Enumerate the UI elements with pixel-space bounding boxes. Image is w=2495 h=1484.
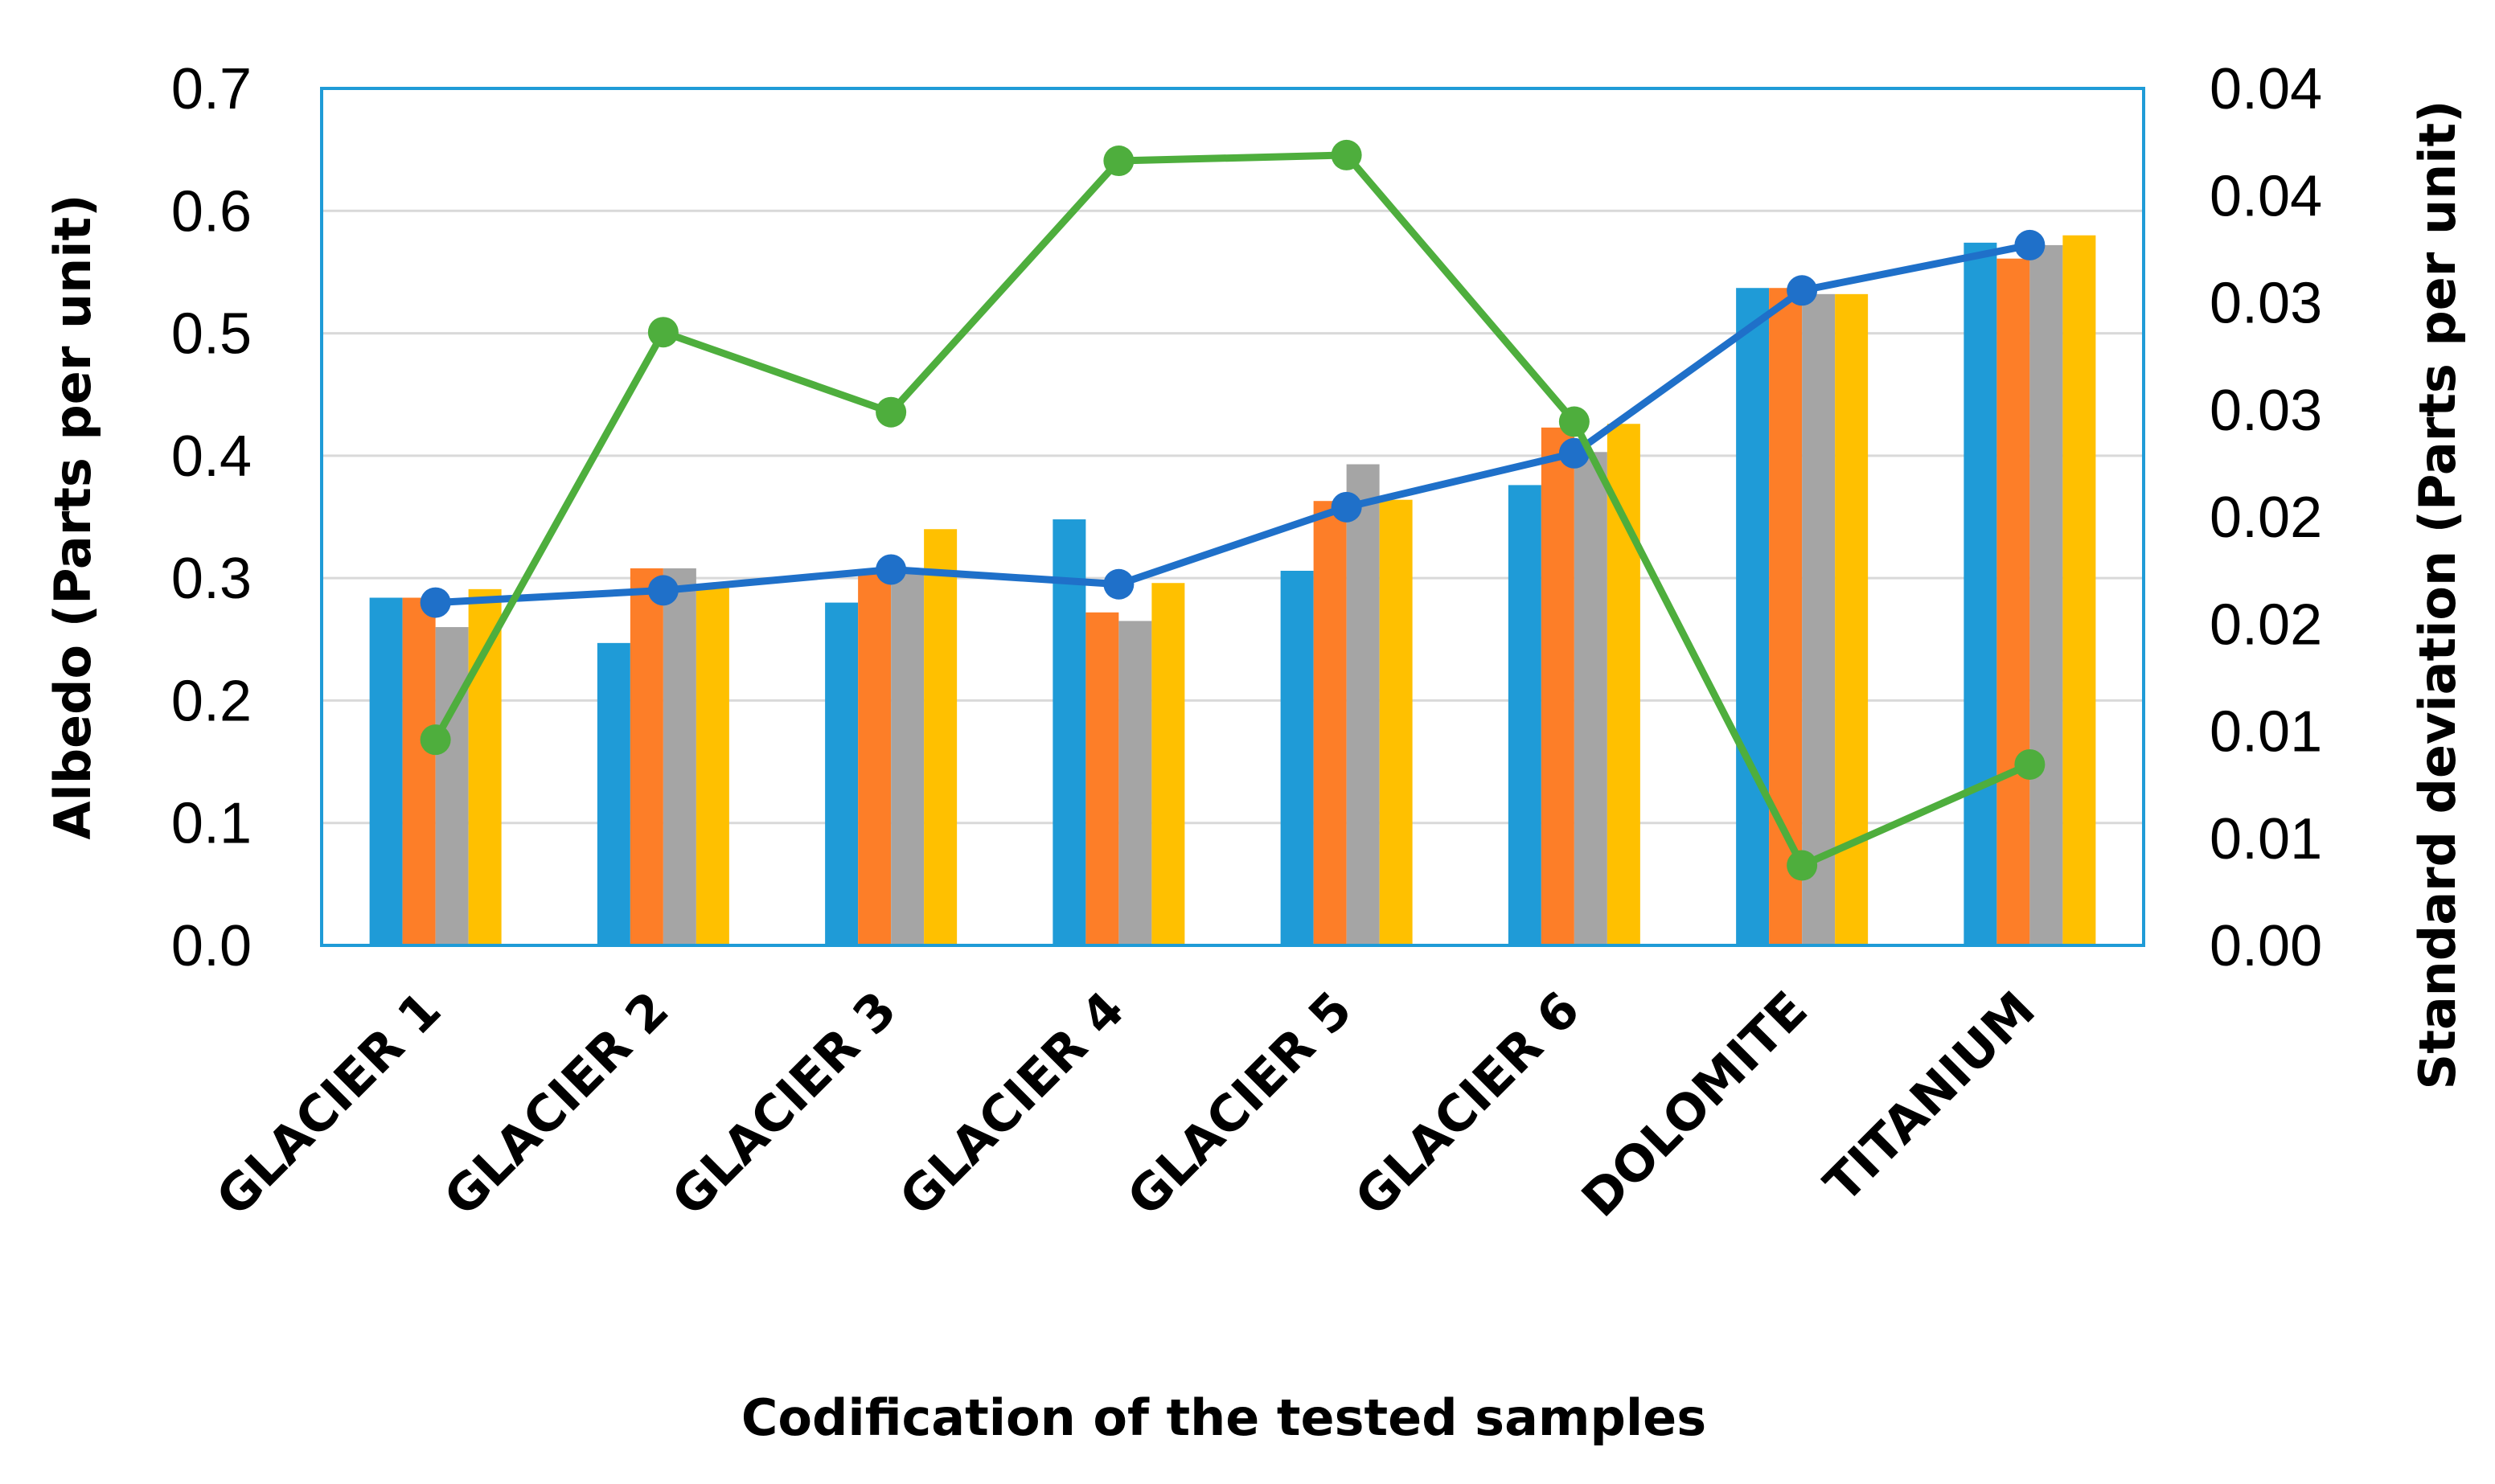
- bar-4: [1379, 499, 1413, 945]
- bar-3: [891, 569, 925, 945]
- category-label: TITANIUM: [1812, 980, 2046, 1213]
- category-label: GLACIER 2: [433, 980, 679, 1227]
- bar-4: [2062, 235, 2096, 945]
- left-axis-tick-label: 0.6: [171, 179, 252, 244]
- bar-3: [1574, 452, 1607, 945]
- bar-3: [2029, 244, 2063, 945]
- average-marker: [647, 575, 679, 606]
- x-axis-title: Codification of the tested samples: [741, 1388, 1706, 1447]
- left-axis-title: Albedo (Parts per unit): [43, 195, 102, 840]
- std-dev-marker: [1331, 139, 1362, 170]
- right-axis-tick-label: 0.02: [2210, 486, 2322, 550]
- bar-2: [1996, 258, 2030, 946]
- category-label: GLACIER 3: [660, 980, 907, 1227]
- bar-1: [825, 602, 859, 945]
- average-marker: [1558, 437, 1590, 469]
- line-series: [420, 139, 2046, 881]
- bar-4: [696, 588, 729, 945]
- average-marker: [876, 554, 907, 585]
- average-marker: [420, 587, 451, 618]
- left-axis-tick-label: 0.5: [171, 302, 252, 367]
- std-dev-marker: [2014, 748, 2046, 780]
- std-dev-marker: [1558, 406, 1590, 437]
- bar-2: [402, 597, 436, 945]
- bar-2: [858, 569, 892, 945]
- bar-3: [663, 568, 696, 945]
- right-axis-tick-label: 0.03: [2210, 379, 2322, 443]
- bar-3: [1802, 293, 1836, 946]
- std-dev-marker: [876, 396, 907, 428]
- average-line: [435, 241, 2031, 607]
- average-marker: [1787, 275, 1818, 306]
- bar-2: [1541, 427, 1574, 945]
- bar-1: [1508, 485, 1541, 945]
- bar-4: [1151, 583, 1185, 945]
- bar-1: [1280, 571, 1314, 945]
- std-dev-marker: [1787, 850, 1818, 881]
- category-label: DOLOMITE: [1570, 980, 1819, 1228]
- bar-3: [1346, 464, 1380, 945]
- average-marker: [1331, 491, 1362, 523]
- right-axis-title: Standard deviation (Parts per unit): [2408, 100, 2467, 1090]
- left-axis-tick-label: 0.7: [171, 57, 252, 121]
- right-axis-tick-label: 0.03: [2210, 272, 2322, 336]
- bar-2: [1313, 501, 1347, 945]
- std-dev-marker: [647, 317, 679, 348]
- right-axis-tick-label: 0.04: [2210, 164, 2322, 228]
- bar-3: [1118, 621, 1152, 945]
- bar-3: [435, 627, 469, 945]
- right-axis-tick-label: 0.02: [2210, 592, 2322, 657]
- category-label: GLACIER 6: [1344, 980, 1590, 1227]
- left-axis-tick-label: 0.4: [171, 424, 252, 489]
- left-axis-tick-label: 0.3: [171, 547, 252, 611]
- std-dev-line: [432, 151, 2032, 870]
- average-marker: [1103, 568, 1135, 600]
- left-axis-ticks: 0.0 0.1 0.2 0.3 0.4 0.5 0.6 0.7: [171, 57, 252, 978]
- right-axis-tick-label: 0.04: [2210, 57, 2322, 121]
- std-dev-marker: [420, 724, 451, 756]
- plot-area-border: [320, 87, 2145, 947]
- right-axis-tick-label: 0.01: [2210, 807, 2322, 871]
- bar-2: [1085, 612, 1119, 945]
- std-dev-marker: [1103, 146, 1135, 177]
- right-axis-ticks: 0.00 0.01 0.01 0.02 0.02 0.03 0.03 0.04 0.04: [2210, 57, 2322, 978]
- bar-1: [1053, 519, 1086, 945]
- right-axis-tick-label: 0.01: [2210, 700, 2322, 765]
- bar-4: [924, 529, 958, 945]
- left-axis-tick-label: 0.1: [171, 792, 252, 856]
- average-marker: [2014, 229, 2046, 260]
- bar-series: [369, 235, 2096, 946]
- left-axis-tick-label: 0.0: [171, 914, 252, 978]
- category-label: GLACIER 1: [205, 980, 452, 1227]
- right-axis-tick-label: 0.00: [2210, 914, 2322, 978]
- left-axis-tick-label: 0.2: [171, 669, 252, 733]
- bar-1: [1736, 288, 1770, 945]
- bar-1: [1964, 242, 1997, 945]
- bar-2: [630, 568, 663, 945]
- category-label: GLACIER 4: [888, 980, 1135, 1227]
- bar-2: [1769, 288, 1803, 945]
- bar-1: [597, 642, 630, 945]
- bar-1: [369, 597, 403, 945]
- category-label: GLACIER 5: [1116, 980, 1363, 1227]
- bar-4: [468, 588, 502, 945]
